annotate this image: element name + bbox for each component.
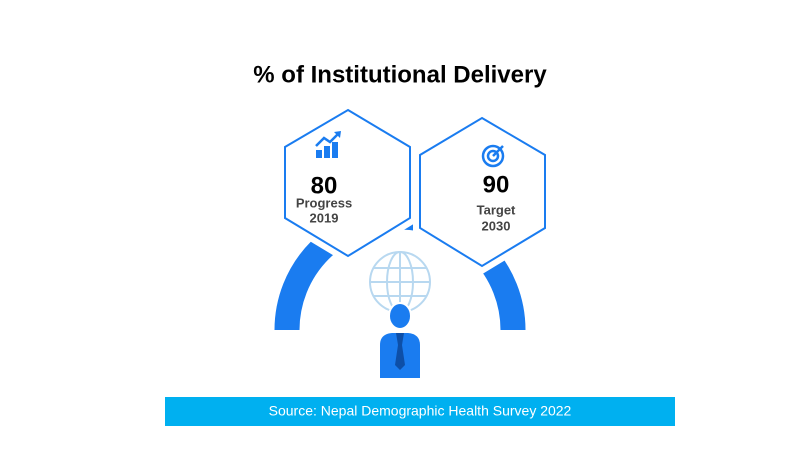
hexagon [284, 108, 411, 258]
source: Source: Nepal Demographic Health Survey … [269, 403, 572, 419]
label: Target [477, 202, 516, 217]
chart-icon [315, 131, 341, 158]
label: Progress [296, 195, 352, 210]
title: % of Institutional Delivery [253, 61, 547, 88]
year: 2030 [482, 218, 511, 233]
target-icon [481, 144, 505, 168]
value: 90 [483, 171, 510, 198]
year: 2019 [310, 210, 339, 225]
value: 80 [311, 172, 338, 199]
person [380, 302, 420, 378]
source-bar [165, 397, 675, 426]
globe [369, 251, 431, 313]
hexagon [419, 116, 546, 268]
